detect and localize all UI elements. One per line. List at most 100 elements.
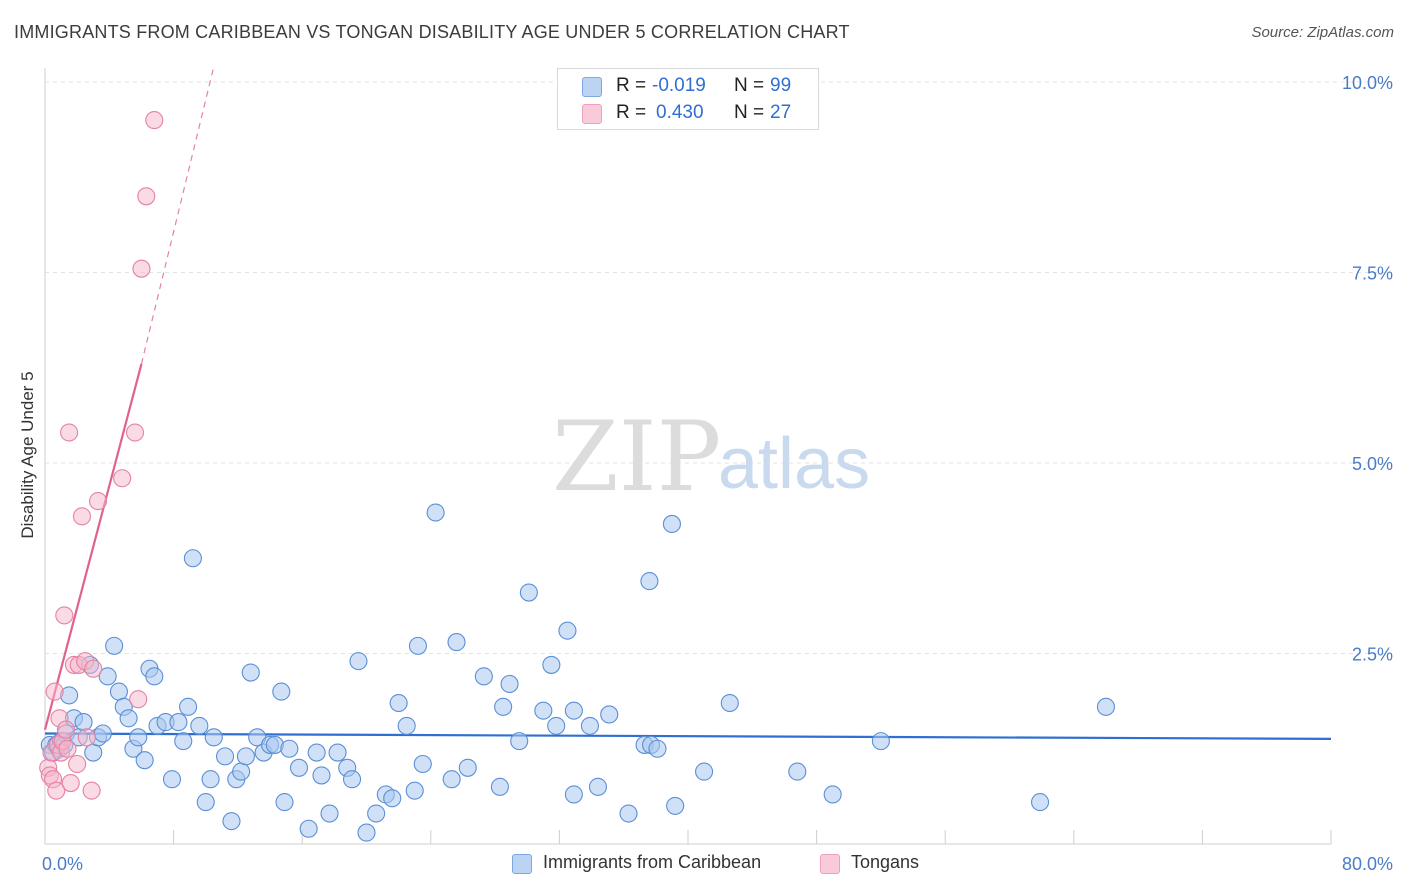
x-tick-label: 80.0%: [1342, 854, 1393, 874]
caribbean-point: [183, 549, 202, 568]
tongan-point: [84, 659, 103, 678]
caribbean-point: [1030, 793, 1050, 812]
watermark-atlas: atlas: [718, 424, 870, 504]
caribbean-point: [823, 785, 842, 804]
caribbean-point: [447, 633, 466, 652]
caribbean-point: [236, 747, 255, 766]
tongans-trendline: [43, 363, 143, 730]
caribbean-point: [232, 762, 251, 781]
x-tick-label: 0.0%: [42, 854, 83, 874]
caribbean-point: [204, 728, 223, 747]
caribbean-point: [196, 793, 215, 812]
y-tick-label: 7.5%: [1352, 264, 1393, 284]
y-tick-label: 5.0%: [1352, 454, 1393, 474]
caribbean-point: [145, 667, 164, 686]
caribbean-point: [494, 697, 513, 716]
caribbean-point: [320, 804, 339, 823]
x-tick-labels: 0.0% 80.0%: [42, 854, 1393, 874]
legend-item-label: Tongans: [851, 852, 920, 872]
caribbean-point: [105, 636, 124, 655]
caribbean-point: [519, 583, 538, 602]
caribbean-point: [720, 693, 739, 713]
caribbean-point: [408, 636, 427, 655]
tongan-point: [145, 111, 164, 130]
caribbean-point: [426, 503, 445, 522]
caribbean-point: [383, 789, 402, 808]
caribbean-point: [349, 652, 368, 671]
caribbean-point: [413, 754, 432, 774]
tongan-point: [132, 259, 151, 278]
tongan-point: [137, 187, 156, 206]
caribbean-point: [93, 724, 112, 743]
y-tick-labels: 2.5% 5.0% 7.5% 10.0%: [1342, 73, 1393, 665]
caribbean-point: [275, 793, 294, 812]
caribbean-trendline: [44, 732, 1332, 740]
caribbean-point: [510, 732, 529, 751]
legend-n-value: 27: [770, 102, 792, 123]
caribbean-point: [600, 705, 619, 724]
caribbean-point: [542, 655, 561, 674]
caribbean-point: [474, 667, 493, 686]
caribbean-point: [564, 785, 583, 804]
caribbean-point: [307, 743, 326, 762]
caribbean-point: [129, 728, 148, 747]
caribbean-point: [389, 693, 408, 713]
caribbean-point: [648, 739, 667, 758]
caribbean-point: [328, 743, 347, 762]
legend-r-label: R =: [616, 75, 647, 96]
caribbean-point: [500, 674, 519, 694]
caribbean-point: [547, 716, 566, 735]
caribbean-point: [397, 716, 416, 735]
axes: [44, 68, 1332, 845]
caribbean-point: [289, 758, 309, 777]
tongan-point: [58, 739, 77, 758]
tongan-points: [39, 111, 164, 800]
tongan-point: [56, 720, 75, 739]
tongan-point: [129, 690, 148, 709]
tongan-point: [68, 754, 87, 774]
caribbean-point: [405, 781, 424, 800]
caribbean-point: [788, 762, 807, 781]
legend-n-label: N =: [734, 102, 765, 123]
caribbean-point: [241, 663, 260, 682]
caribbean-points: [40, 503, 1115, 842]
tongan-point: [72, 507, 92, 526]
caribbean-point: [179, 697, 198, 716]
watermark: ZIP atlas: [552, 401, 870, 513]
caribbean-point: [458, 758, 477, 777]
caribbean-point: [169, 713, 188, 732]
tongan-point: [60, 423, 79, 442]
tongan-point: [45, 682, 64, 701]
caribbean-point: [357, 823, 376, 842]
caribbean-point: [640, 572, 659, 591]
tongan-point: [113, 469, 132, 488]
caribbean-point: [564, 701, 583, 720]
caribbean-point: [201, 770, 220, 789]
caribbean-point: [662, 514, 681, 534]
caribbean-point: [342, 770, 362, 789]
tongan-point: [77, 728, 96, 747]
caribbean-point: [666, 796, 685, 815]
caribbean-swatch: [582, 77, 602, 97]
gridlines: [45, 81, 1392, 654]
caribbean-point: [174, 732, 193, 751]
tongan-point: [125, 423, 145, 442]
caribbean-point: [109, 682, 128, 701]
caribbean-point: [695, 762, 714, 781]
caribbean-point: [272, 682, 291, 701]
legend-r-value: -0.019: [652, 75, 706, 96]
caribbean-point: [119, 709, 138, 728]
y-tick-label: 2.5%: [1352, 645, 1393, 665]
caribbean-point: [1096, 697, 1115, 716]
caribbean-point: [619, 804, 638, 823]
caribbean-point: [312, 766, 331, 785]
caribbean-point: [280, 739, 299, 758]
caribbean-point: [442, 770, 461, 789]
caribbean-point: [135, 751, 154, 770]
caribbean-point: [98, 667, 117, 686]
caribbean-point: [367, 804, 386, 823]
caribbean-point: [588, 777, 608, 796]
tongans-swatch: [820, 854, 840, 874]
legend-n-value: 99: [770, 75, 792, 96]
